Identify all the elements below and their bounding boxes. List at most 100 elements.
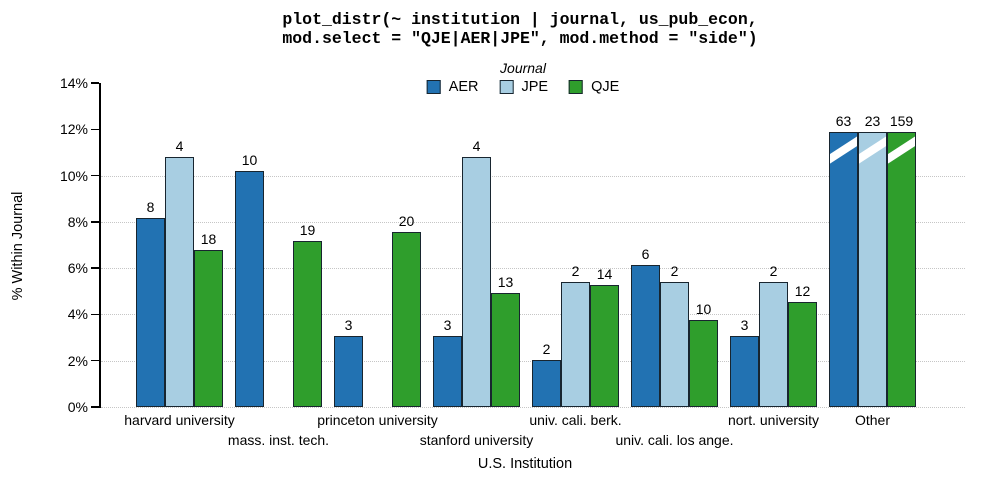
bar-group-7: 3 2 12 xyxy=(730,83,817,407)
legend-swatch-jpe xyxy=(499,80,514,94)
legend-swatch-aer xyxy=(426,80,441,94)
y-axis-title: % Within Journal xyxy=(10,191,26,301)
bar-group-6: 6 2 10 xyxy=(631,83,718,407)
bar-count-label: 13 xyxy=(497,274,514,290)
bar-group-2: 10 19 xyxy=(235,83,322,407)
bar-group-8: 63 23 159 xyxy=(829,83,916,407)
x-category-label-nort-university: nort. university xyxy=(727,412,820,428)
bar-jpe-Other xyxy=(858,132,887,407)
y-tick xyxy=(91,267,99,269)
bar-group-5: 2 2 14 xyxy=(532,83,619,407)
bar-jpe-univ-cali-los-ange- xyxy=(660,282,689,407)
bar-count-label: 4 xyxy=(175,138,184,154)
bar-count-label: 20 xyxy=(398,213,415,229)
y-tick-label: 14% xyxy=(59,75,88,91)
legend-swatch-qje xyxy=(569,80,584,94)
bar-count-label: 2 xyxy=(571,263,580,279)
y-tick xyxy=(91,313,99,316)
gridline-8pct xyxy=(101,221,965,223)
gridline-0pct xyxy=(101,407,965,408)
bar-count-label: 3 xyxy=(344,317,353,333)
bar-jpe-harvard-university xyxy=(165,157,194,407)
x-category-label-univ-cali-berk-: univ. cali. berk. xyxy=(529,412,622,428)
bar-group-4: 3 4 13 xyxy=(433,83,520,407)
bar-break-slash xyxy=(859,134,886,166)
legend-label-jpe: JPE xyxy=(521,79,549,95)
bar-aer-stanford-university xyxy=(433,336,462,407)
bar-qje-stanford-university xyxy=(491,293,520,407)
bar-qje-Other xyxy=(887,132,916,407)
y-tick-label: 4% xyxy=(67,306,88,323)
plot-title: plot_distr(~ institution | journal, us_p… xyxy=(282,10,757,48)
bar-count-label: 18 xyxy=(200,231,217,247)
legend-entry-jpe: JPE xyxy=(499,79,549,95)
bar-count-label: 2 xyxy=(769,263,778,279)
x-category-label-univ-cali-los-ange-: univ. cali. los ange. xyxy=(615,432,734,448)
bar-aer-nort-university xyxy=(730,336,759,407)
gridline-4pct xyxy=(101,314,965,316)
y-tick-label: 0% xyxy=(67,399,88,415)
bar-count-label: 63 xyxy=(835,113,852,129)
bar-jpe-nort-university xyxy=(759,282,788,407)
bar-aer-Other xyxy=(829,132,858,407)
legend-entry-qje: QJE xyxy=(569,79,619,95)
legend-title: Journal xyxy=(500,60,546,76)
y-tick xyxy=(91,82,99,84)
bar-count-label: 8 xyxy=(146,199,155,215)
x-category-label-harvard-university: harvard university xyxy=(124,412,235,428)
x-category-label-mass-inst-tech-: mass. inst. tech. xyxy=(227,432,330,448)
y-axis-line xyxy=(99,83,101,408)
y-tick-label: 8% xyxy=(67,213,88,230)
bar-count-label: 3 xyxy=(740,317,749,333)
bar-count-label: 159 xyxy=(889,113,914,129)
bar-break-slash xyxy=(888,134,915,166)
bar-count-label: 2 xyxy=(542,341,551,357)
x-axis-title: U.S. Institution xyxy=(477,456,573,472)
bar-qje-harvard-university xyxy=(194,250,223,407)
bar-count-label: 2 xyxy=(670,263,679,279)
y-tick xyxy=(91,359,99,362)
bar-qje-nort-university xyxy=(788,302,817,407)
bar-count-label: 19 xyxy=(299,222,316,238)
bar-qje-mass-inst-tech- xyxy=(293,241,322,407)
bar-group-1: 8 4 18 xyxy=(136,83,223,407)
plot-area: 0% 2% 4% 6% 8% 10% 12% 14% 8 4 18 harvard universit… xyxy=(60,76,965,448)
y-tick xyxy=(91,128,99,131)
y-tick-label: 6% xyxy=(67,260,88,277)
y-tick xyxy=(91,221,99,223)
legend-entry-aer: AER xyxy=(426,79,479,95)
bar-aer-mass-inst-tech- xyxy=(235,171,264,407)
bar-aer-univ-cali-los-ange- xyxy=(631,265,660,407)
legend-label-aer: AER xyxy=(448,79,479,95)
x-category-label-Other: Other xyxy=(854,412,891,428)
bar-qje-univ-cali-los-ange- xyxy=(689,320,718,407)
bar-break-slash xyxy=(830,134,857,166)
y-tick xyxy=(91,406,99,408)
x-category-label-stanford-university: stanford university xyxy=(419,432,534,448)
y-tick-label: 12% xyxy=(59,121,88,138)
bar-qje-princeton-university xyxy=(392,232,421,407)
bar-count-label: 3 xyxy=(443,317,452,333)
bar-group-3: 3 20 xyxy=(334,83,421,407)
x-category-label-princeton-university: princeton university xyxy=(317,412,438,428)
bar-qje-univ-cali-berk- xyxy=(590,285,619,407)
bar-count-label: 12 xyxy=(794,283,811,299)
bar-jpe-stanford-university xyxy=(462,157,491,407)
bar-aer-univ-cali-berk- xyxy=(532,360,561,407)
y-tick-label: 2% xyxy=(67,352,88,369)
legend-label-qje: QJE xyxy=(591,79,620,95)
plot-title-line1: plot_distr(~ institution | journal, us_p… xyxy=(282,10,758,29)
bar-aer-princeton-university xyxy=(334,336,363,407)
bar-aer-harvard-university xyxy=(136,218,165,407)
bar-jpe-univ-cali-berk- xyxy=(561,282,590,407)
gridline-6pct xyxy=(101,268,965,270)
bar-count-label: 10 xyxy=(241,152,258,168)
y-tick-label: 10% xyxy=(59,167,88,184)
bar-count-label: 6 xyxy=(641,246,650,262)
plot-title-line2: mod.select = "QJE|AER|JPE", mod.method =… xyxy=(282,29,758,48)
legend-entries: AER JPE QJE xyxy=(426,79,619,95)
bar-count-label: 14 xyxy=(596,266,613,282)
bar-count-label: 10 xyxy=(695,301,712,317)
bar-count-label: 4 xyxy=(472,138,481,154)
